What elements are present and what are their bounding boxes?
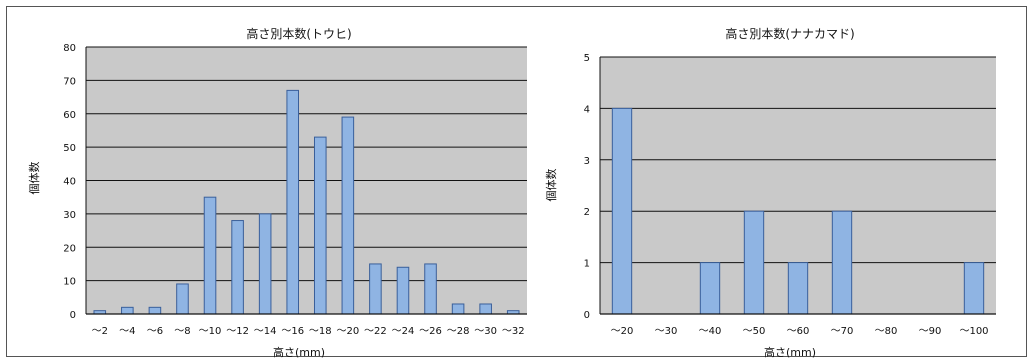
x-tick-label: ～28 — [447, 326, 470, 337]
x-tick-label: ～2 — [92, 326, 108, 337]
chart-spruce: 高さ別本数(トウヒ) 高さ(mm) 個体数 0 10 20 30 40 50 60 70 80 ～… — [27, 26, 527, 359]
x-tick-label: ～80 — [875, 326, 898, 337]
y-tick-label: 20 — [63, 243, 76, 254]
bar — [831, 210, 853, 315]
bar — [479, 303, 492, 315]
x-tick-label: ～18 — [309, 326, 332, 337]
x-tick-label: ～100 — [959, 326, 988, 337]
bar — [787, 262, 809, 315]
x-tick-label: ～14 — [254, 326, 277, 337]
x-tick-label: ～22 — [364, 326, 387, 337]
y-tick-label: 40 — [63, 177, 76, 188]
x-tick-label: ～24 — [392, 326, 415, 337]
bar — [699, 262, 721, 315]
y-tick-label: 80 — [63, 43, 76, 54]
bar — [369, 263, 382, 315]
y-tick-label: 1 — [584, 259, 590, 270]
chart-title: 高さ別本数(ナナカマド) — [725, 26, 854, 41]
y-tick-label: 50 — [63, 143, 76, 154]
x-tick-label: ～70 — [831, 326, 854, 337]
x-tick-label: ～40 — [699, 326, 722, 337]
x-tick-label: ～16 — [281, 326, 304, 337]
y-tick-label: 70 — [63, 76, 76, 87]
y-axis-label: 個体数 — [27, 162, 41, 195]
y-tick-label: 30 — [63, 210, 76, 221]
bar — [341, 116, 355, 315]
bar — [121, 306, 134, 315]
x-tick-label: ～20 — [611, 326, 634, 337]
x-tick-label: ～90 — [919, 326, 942, 337]
y-tick-label: 0 — [584, 310, 590, 321]
bar — [258, 213, 272, 315]
y-tick-label: 60 — [63, 110, 76, 121]
x-tick-label: ～30 — [474, 326, 497, 337]
x-tick-label: ～50 — [743, 326, 766, 337]
y-tick-label: 0 — [70, 310, 76, 321]
bar — [313, 136, 327, 315]
x-tick-label: ～6 — [147, 326, 163, 337]
bar — [743, 210, 765, 315]
x-axis-label: 高さ(mm) — [273, 345, 325, 359]
chart-rowan: 高さ別本数(ナナカマド) 高さ(mm) 個体数 0 1 2 3 4 5 ～20 ～30 ～40 ～… — [544, 26, 996, 359]
x-tick-label: ～4 — [119, 326, 135, 337]
bar — [396, 266, 410, 315]
bar — [176, 283, 189, 315]
bar — [963, 262, 985, 315]
bar — [424, 263, 437, 315]
x-tick-label: ～10 — [199, 326, 222, 337]
y-tick-label: 4 — [584, 104, 590, 115]
x-tick-label: ～26 — [419, 326, 442, 337]
y-axis-label: 個体数 — [544, 169, 558, 202]
x-tick-label: ～8 — [174, 326, 190, 337]
bar — [286, 89, 300, 315]
x-tick-label: ～20 — [336, 326, 359, 337]
x-axis-label: 高さ(mm) — [764, 345, 816, 359]
bar — [451, 303, 465, 315]
y-tick-label: 2 — [584, 207, 590, 218]
bar — [611, 107, 633, 315]
plot-area: 0 1 2 3 4 5 ～20 ～30 ～40 ～50 ～60 ～70 ～80 ～90 ～100 — [584, 53, 996, 337]
y-tick-label: 5 — [584, 53, 590, 64]
x-tick-label: ～60 — [787, 326, 810, 337]
x-tick-label: ～32 — [502, 326, 525, 337]
x-tick-label: ～12 — [226, 326, 249, 337]
bar — [203, 196, 217, 315]
bar — [231, 220, 244, 315]
plot-area: 0 10 20 30 40 50 60 70 80 ～2 ～4 ～6 ～8 ～10 ～12 ～14 ～16 ～18… — [63, 43, 527, 337]
bar — [148, 306, 162, 315]
x-tick-label: ～30 — [655, 326, 678, 337]
y-tick-label: 10 — [63, 277, 76, 288]
chart-title: 高さ別本数(トウヒ) — [246, 26, 351, 41]
y-tick-label: 3 — [584, 156, 590, 167]
